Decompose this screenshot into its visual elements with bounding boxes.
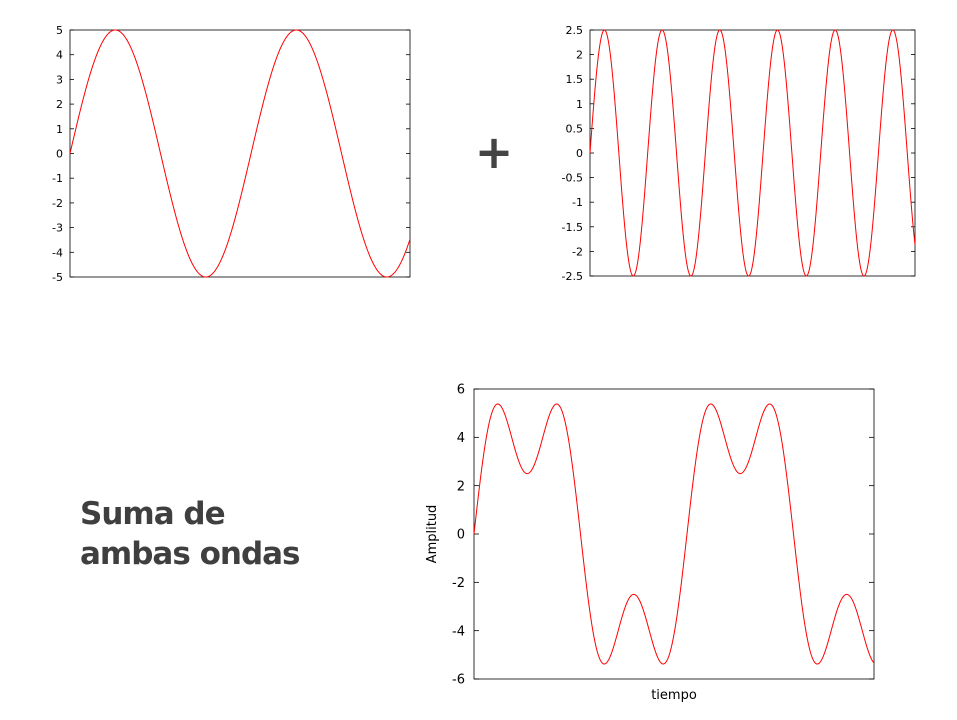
y-tick-label: -2 (572, 245, 583, 258)
y-tick-label: -6 (452, 673, 465, 688)
y-tick-label: 2.5 (566, 24, 584, 37)
y-tick-label: -2 (52, 197, 63, 210)
x-axis-label: tiempo (651, 688, 697, 703)
y-tick-label: -3 (52, 222, 63, 235)
y-tick-label: 1 (576, 98, 583, 111)
y-tick-label: -4 (52, 246, 63, 259)
y-tick-label: 4 (457, 431, 465, 446)
y-tick-label: 4 (56, 49, 63, 62)
y-tick-label: 0.5 (566, 122, 584, 135)
y-tick-label: -0.5 (562, 172, 583, 185)
y-axis-label: Amplitud (425, 505, 440, 564)
y-tick-label: 0 (576, 147, 583, 160)
y-tick-label: 0 (457, 528, 465, 543)
y-tick-label: 1 (56, 123, 63, 136)
y-tick-label: 2 (576, 49, 583, 62)
y-axis-ticks: 6 4 2 0 -2 -4 -6 (452, 383, 874, 688)
y-axis-ticks: 2.5 2 1.5 1 0.5 0 -0.5 -1 -1.5 -2 -2.5 (562, 24, 915, 283)
y-tick-label: -5 (52, 271, 63, 284)
y-tick-label: 3 (56, 73, 63, 86)
y-tick-label: 5 (56, 24, 63, 37)
caption: Suma de ambas ondas (80, 494, 380, 574)
y-axis-ticks: 5 4 3 2 1 0 -1 -2 -3 -4 -5 (52, 24, 410, 284)
y-tick-label: -2.5 (562, 270, 583, 283)
y-tick-label: -1 (52, 172, 63, 185)
series-line-sine (69, 29, 411, 278)
y-tick-label: 0 (56, 147, 63, 160)
y-tick-label: -1 (572, 196, 583, 209)
y-tick-label: 1.5 (566, 73, 584, 86)
series-line-harmonic (589, 29, 916, 277)
plus-sign: + (474, 125, 514, 179)
y-tick-label: 2 (457, 479, 465, 494)
series-line-sum (473, 403, 875, 665)
y-tick-label: -1.5 (562, 221, 583, 234)
y-tick-label: -2 (452, 576, 465, 591)
y-tick-label: -4 (452, 624, 465, 639)
caption-line-2: ambas ondas (80, 536, 301, 572)
y-tick-label: 6 (457, 383, 465, 398)
y-tick-label: 2 (56, 98, 63, 111)
caption-line-1: Suma de (80, 496, 226, 532)
